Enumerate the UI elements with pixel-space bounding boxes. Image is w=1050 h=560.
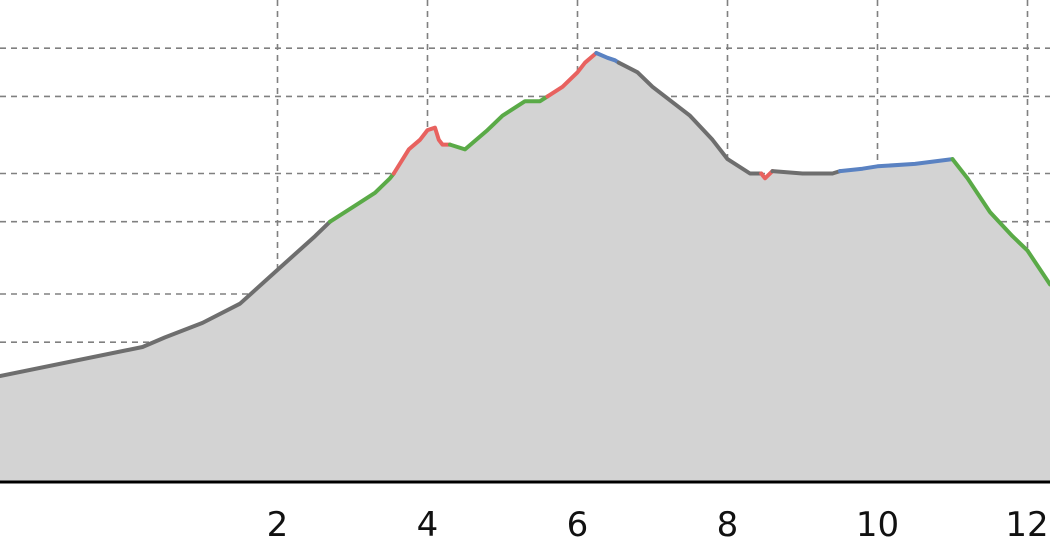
axis-layer: 2 4 6 8 10 12 [0,480,1050,545]
area-layer [0,53,1050,482]
profile-segment-red-7 [759,169,775,181]
profile-segment-gray-8 [770,169,842,176]
x-tick-label: 12 [1005,505,1048,545]
profile-segment-gray-6 [616,60,764,176]
x-tick-label: 6 [567,505,589,545]
area-fill [0,53,1050,482]
profile-segment-blue-9 [838,157,955,174]
profile-segment-gray-0 [0,219,332,378]
profile-segment-red-4 [545,51,599,99]
x-tick-label: 2 [267,505,289,545]
x-tick-label: 10 [856,505,899,545]
profile-segment-green-1 [328,171,396,224]
line-layer [0,51,1050,378]
x-tick-label: 8 [717,505,739,545]
profile-segment-blue-5 [594,51,621,65]
profile-segment-green-10 [950,157,1050,287]
profile-segment-red-2 [391,125,452,176]
x-tick-label: 4 [417,505,439,545]
profile-segment-green-3 [448,94,550,152]
